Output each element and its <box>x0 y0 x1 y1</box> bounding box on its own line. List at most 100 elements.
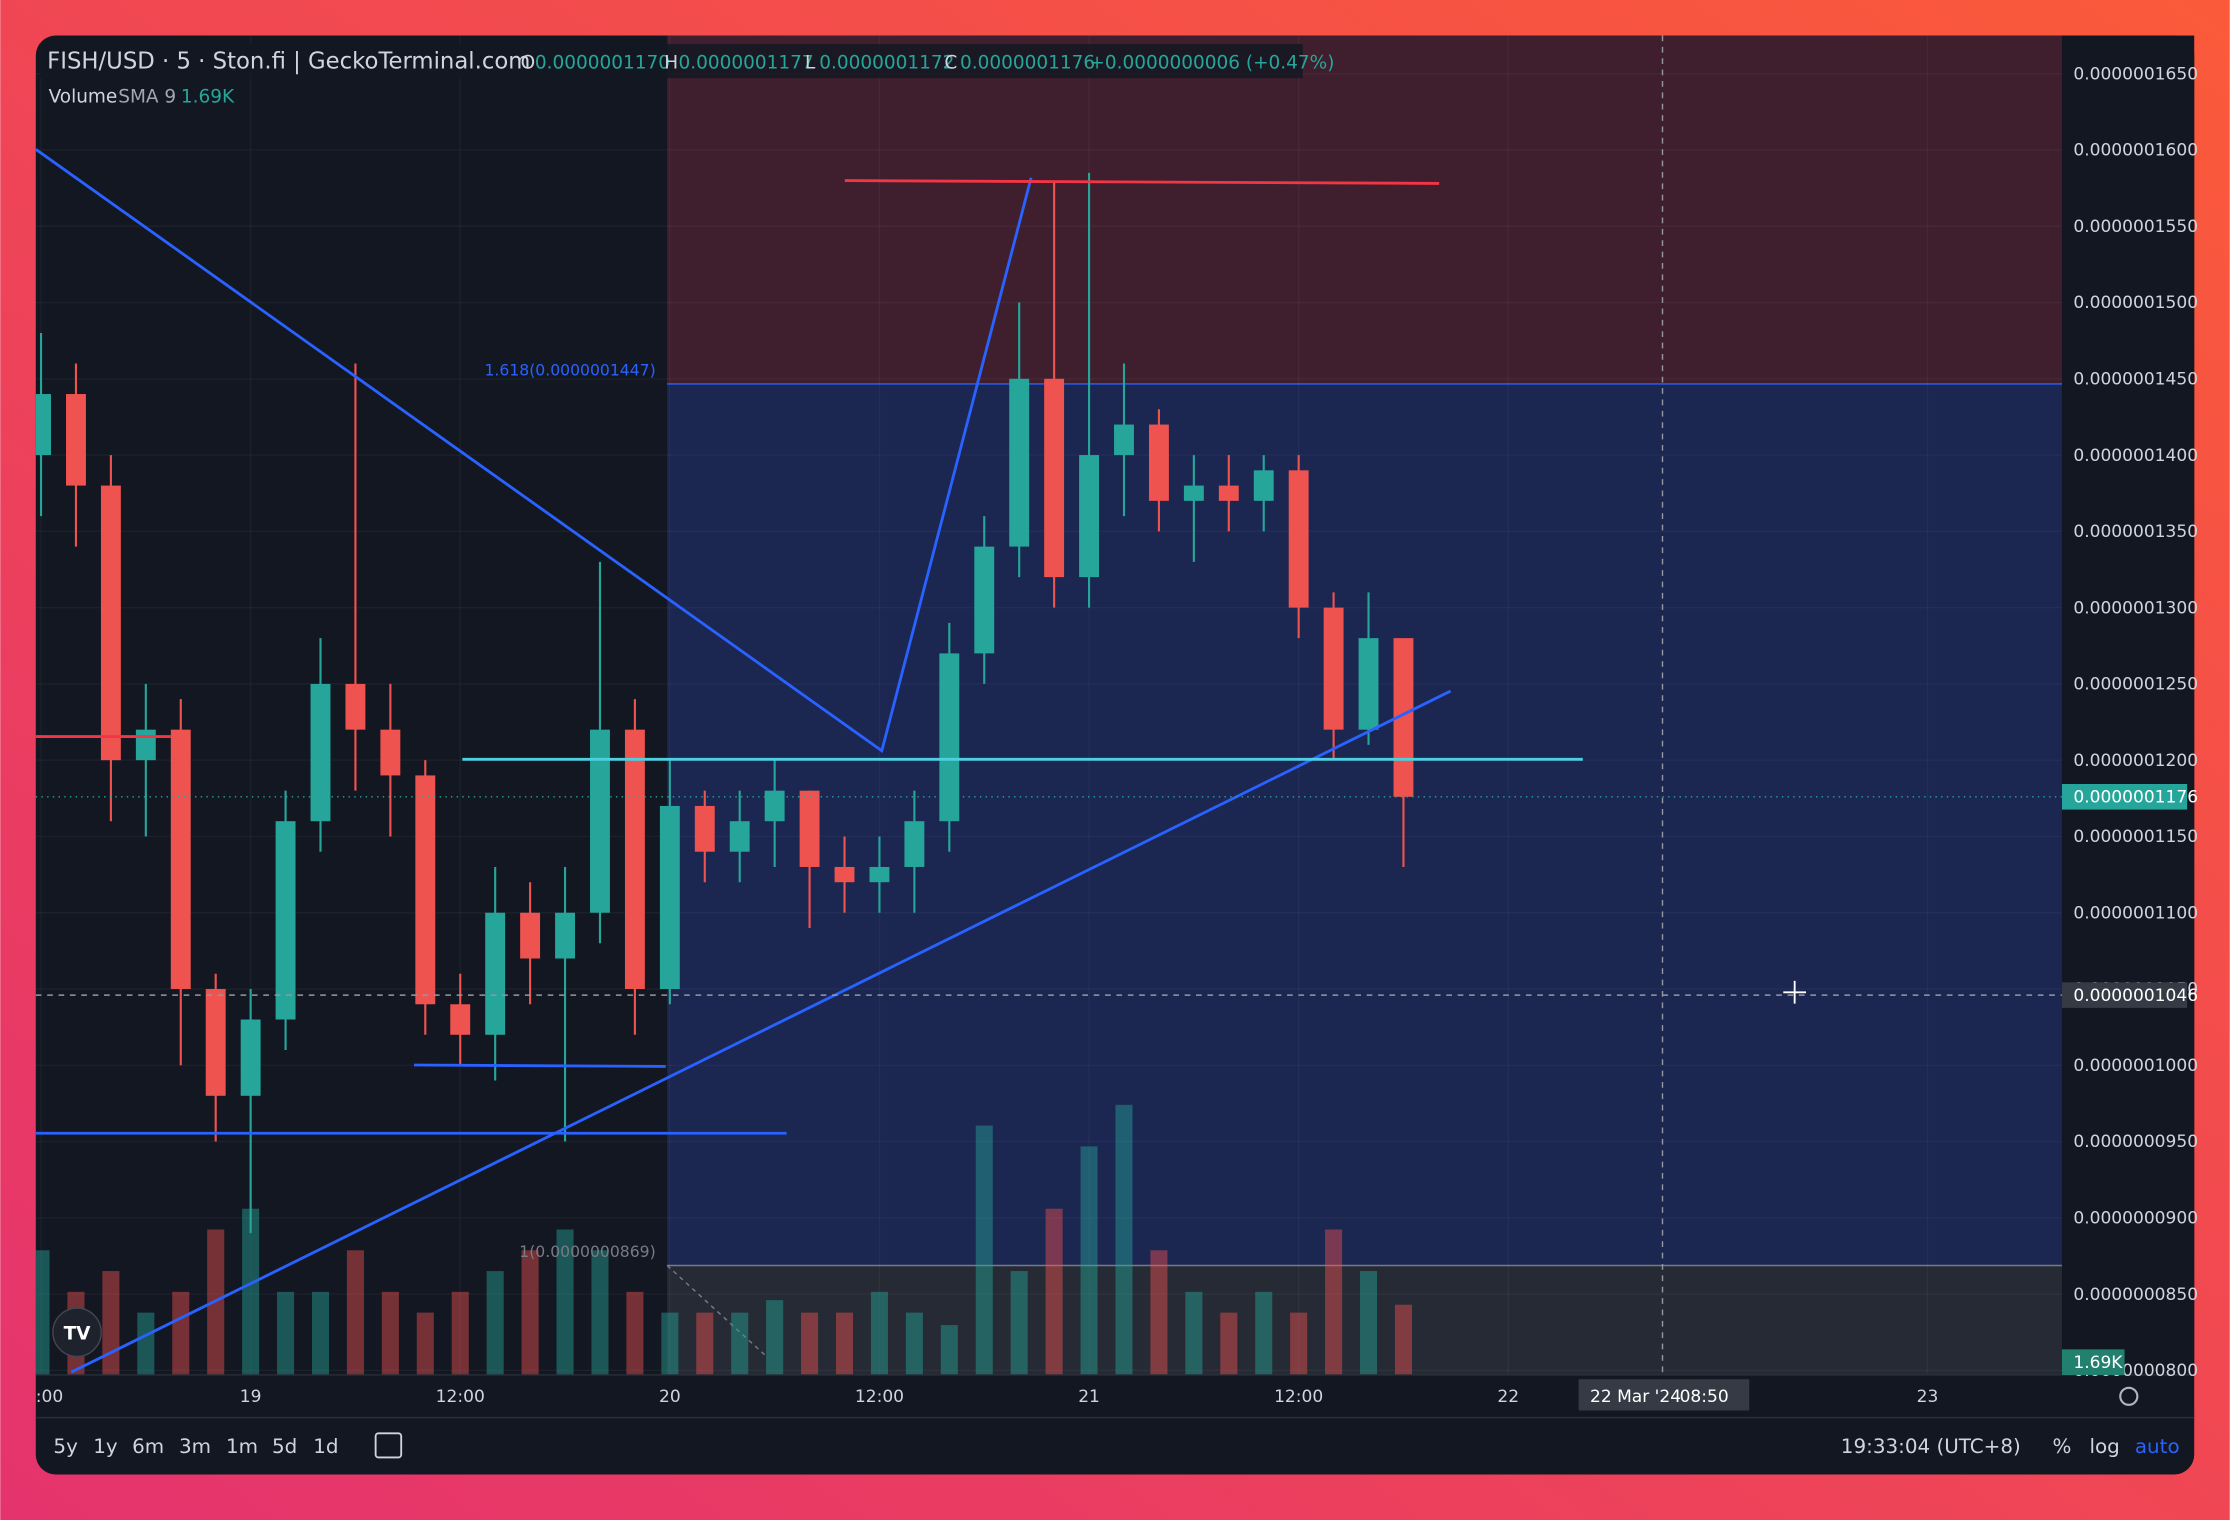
volume-badge <box>2061 1349 2125 1375</box>
auto-toggle[interactable]: auto <box>2135 1435 2180 1458</box>
candle-body <box>310 683 331 822</box>
range-button[interactable]: 5d <box>272 1435 297 1458</box>
volume-bar <box>172 1291 190 1375</box>
range-button[interactable]: 3m <box>179 1435 211 1458</box>
legend-bg <box>40 44 1303 79</box>
volume-bar <box>311 1291 330 1375</box>
price-axis <box>2061 35 2195 1375</box>
volume-bar <box>731 1312 749 1375</box>
volume-bar <box>1185 1291 1203 1375</box>
volume-bar <box>346 1250 364 1375</box>
last-price-badge <box>2061 783 2188 810</box>
x-tick-label: 21 <box>1078 1387 1100 1407</box>
candle-body <box>170 729 191 990</box>
y-tick-label: 0.0000001100 <box>2073 903 2198 923</box>
zones <box>666 35 2062 1375</box>
volume-bar <box>486 1271 504 1375</box>
volume-bar <box>1394 1304 1412 1375</box>
ohlc-value: 0.0000001170 <box>535 52 670 73</box>
candle-body <box>904 821 925 867</box>
y-tick-label: 0.0000001550 <box>2073 217 2198 237</box>
candle-body <box>1323 607 1344 730</box>
calendar-icon[interactable] <box>374 1432 403 1459</box>
sma-label: SMA 9 <box>118 86 176 107</box>
candle-body <box>1114 424 1134 456</box>
volume-bar <box>137 1312 155 1375</box>
y-tick-label: 0.0000000950 <box>2073 1132 2198 1152</box>
candle-body <box>485 912 506 1035</box>
candle-body <box>1358 638 1379 730</box>
volume-bar <box>1290 1312 1308 1375</box>
range-button[interactable]: 1y <box>93 1435 118 1458</box>
y-tick-label: 0.0000001650 <box>2073 64 2198 84</box>
range-button[interactable]: 1d <box>313 1435 338 1458</box>
volume-bar <box>661 1312 679 1375</box>
y-tick-label: 0.0000001000 <box>2073 1056 2198 1076</box>
volume-bar <box>801 1312 819 1375</box>
volume-bar <box>416 1312 434 1375</box>
y-tick-label: 0.0000000900 <box>2073 1209 2198 1229</box>
y-tick-label: 0.0000001250 <box>2073 675 2198 695</box>
x-tick-label: 20 <box>659 1387 681 1407</box>
candle-body <box>1393 638 1414 797</box>
y-tick-label: 0.0000001350 <box>2073 522 2198 542</box>
volume-bar <box>277 1291 295 1375</box>
volume-bar <box>940 1325 958 1375</box>
range-button[interactable]: 5y <box>53 1435 78 1458</box>
volume-bar <box>591 1250 609 1375</box>
candle-body <box>1253 470 1274 501</box>
logo-mark: TV <box>64 1323 92 1344</box>
volume-bar <box>870 1291 888 1375</box>
range-button[interactable]: 6m <box>132 1435 164 1458</box>
candle-body <box>729 821 750 852</box>
volume-bar <box>1080 1146 1098 1375</box>
range-button[interactable]: 1m <box>226 1435 258 1458</box>
overlay <box>35 35 2062 1375</box>
trend-line <box>70 689 1452 1374</box>
volume-bar <box>556 1229 574 1375</box>
axes: 0.0000001650 0.0000001600 0.0000001550 0.00… <box>36 64 2198 1411</box>
candle-body <box>415 775 436 1005</box>
y-tick-label: 0.0000001200 <box>2073 751 2198 771</box>
log-toggle[interactable]: log <box>2089 1435 2119 1458</box>
fib-label: 1.618(0.0000001447) <box>484 360 655 379</box>
volume-bar <box>1115 1104 1133 1375</box>
candle-body <box>1183 485 1204 501</box>
horizontal-line <box>414 1063 666 1068</box>
cursor <box>1783 980 1807 1004</box>
candle-body <box>275 821 296 1020</box>
volume-bar <box>766 1300 784 1375</box>
candle-body <box>345 683 366 730</box>
x-tick-label: 23 <box>1917 1387 1939 1407</box>
volume-bar <box>626 1291 644 1375</box>
x-tick-label: :00 <box>36 1387 63 1407</box>
candle-body <box>1148 424 1169 501</box>
blue-zone <box>667 383 2062 1266</box>
volume-bar <box>242 1208 260 1375</box>
crosshair-price-badge <box>2061 982 2188 1008</box>
y-tick-label: 0.0000001400 <box>2073 446 2198 466</box>
candle-body <box>240 1019 261 1096</box>
candle-body <box>869 866 890 883</box>
logo[interactable] <box>52 1307 102 1358</box>
volume-bar <box>835 1312 854 1375</box>
candle-body <box>135 729 156 761</box>
symbol: FISH/USD · 5 · Ston.fi | GeckoTerminal.c… <box>47 48 530 74</box>
settings-icon[interactable] <box>2119 1386 2139 1406</box>
volume-bar <box>102 1271 120 1375</box>
volume-bar <box>975 1125 993 1375</box>
fib-label: 1(0.0000000869) <box>519 1242 655 1261</box>
percent-toggle[interactable]: % <box>2053 1435 2072 1458</box>
candle-body <box>1218 485 1239 501</box>
crosshair-price-label: 0.0000001046 <box>2073 986 2198 1006</box>
crosshair-date: 22 Mar '24 <box>1590 1387 1681 1407</box>
candle-body <box>624 729 645 990</box>
volume-label: Volume <box>49 86 118 107</box>
candle-body <box>380 729 401 776</box>
gray-zone <box>667 1265 2062 1375</box>
y-tick-label: 0.0000001450 <box>2073 369 2198 389</box>
volume-bar <box>381 1291 399 1375</box>
volume-value: 1.69K <box>181 86 235 107</box>
candle-body <box>100 485 121 761</box>
